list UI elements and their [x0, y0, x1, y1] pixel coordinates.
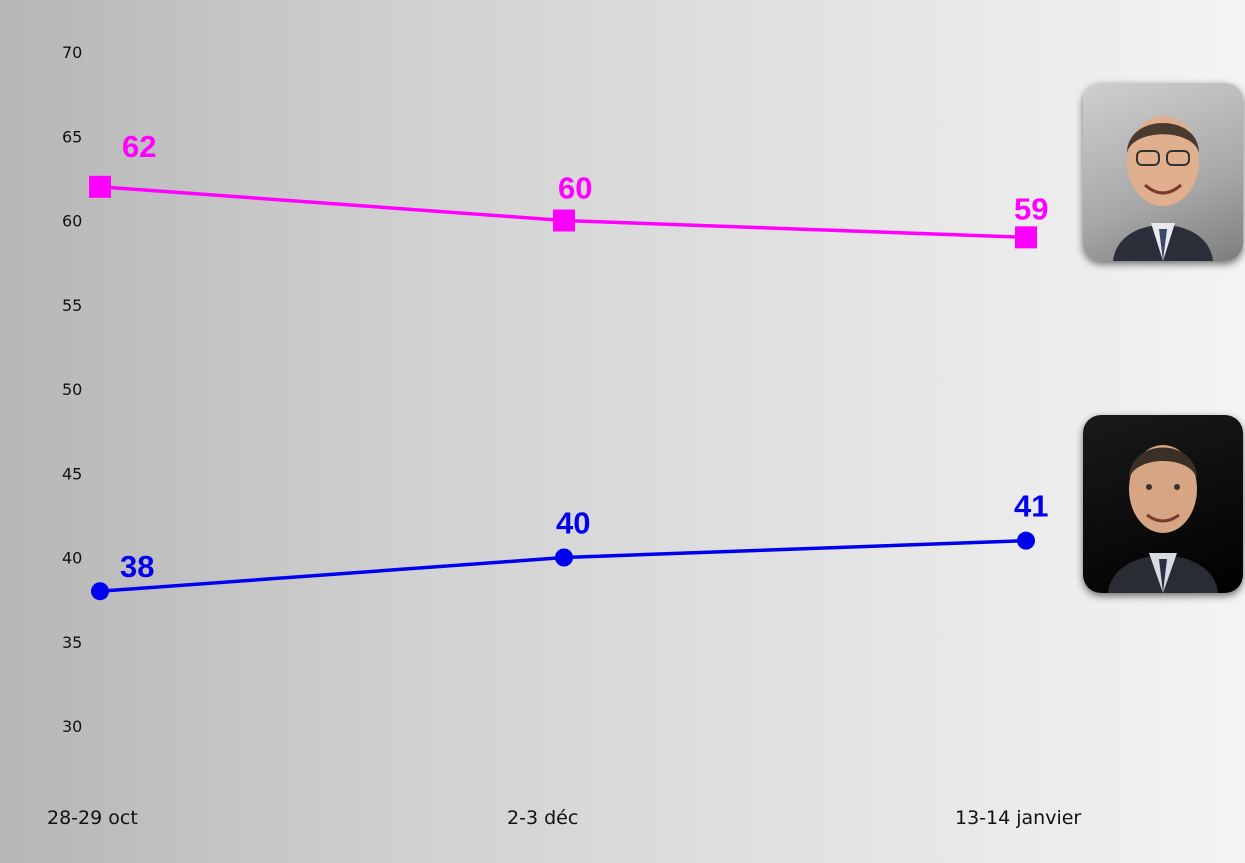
data-point-marker — [1017, 531, 1035, 550]
data-label: 38 — [120, 549, 154, 584]
y-tick-label: 50 — [62, 380, 82, 399]
portrait-man-light-background-icon — [1083, 83, 1243, 261]
y-tick-label: 30 — [62, 717, 82, 736]
data-point-marker — [553, 209, 575, 232]
portrait-man-dark-background-icon — [1083, 415, 1243, 593]
y-tick-label: 40 — [62, 549, 82, 568]
x-tick-label: 2-3 déc — [507, 807, 578, 829]
x-tick-label: 28-29 oct — [47, 807, 138, 829]
data-label: 41 — [1014, 489, 1048, 524]
y-tick-label: 55 — [62, 296, 82, 315]
data-label: 40 — [556, 506, 590, 541]
y-tick-label: 35 — [62, 633, 82, 652]
data-label: 62 — [122, 129, 156, 164]
y-tick-label: 45 — [62, 464, 82, 483]
data-label: 59 — [1014, 191, 1048, 226]
x-tick-label: 13-14 janvier — [955, 807, 1081, 829]
data-point-marker — [89, 175, 111, 198]
data-point-marker — [555, 548, 573, 567]
data-point-marker — [1015, 226, 1037, 249]
y-tick-label: 65 — [62, 127, 82, 146]
data-point-marker — [91, 582, 109, 601]
y-tick-label: 60 — [62, 212, 82, 231]
data-label: 60 — [558, 171, 592, 206]
y-tick-label: 70 — [62, 43, 82, 62]
